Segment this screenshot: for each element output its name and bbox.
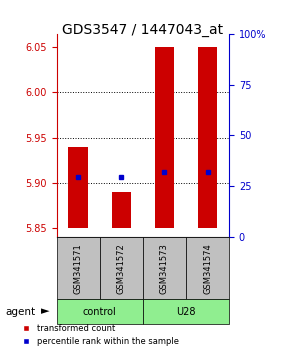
Bar	[198, 47, 217, 228]
Bar	[143, 237, 186, 299]
Text: ►: ►	[41, 307, 49, 316]
Legend: transformed count, percentile rank within the sample: transformed count, percentile rank withi…	[19, 321, 182, 350]
Text: GSM341571: GSM341571	[74, 243, 83, 293]
Bar	[57, 299, 143, 324]
Text: GDS3547 / 1447043_at: GDS3547 / 1447043_at	[61, 23, 223, 37]
Bar	[68, 147, 88, 228]
Bar	[57, 237, 100, 299]
Text: agent: agent	[6, 307, 36, 316]
Text: GSM341572: GSM341572	[117, 243, 126, 293]
Bar	[186, 237, 229, 299]
Bar	[155, 47, 174, 228]
Bar	[100, 237, 143, 299]
Bar	[143, 299, 229, 324]
Bar	[112, 192, 131, 228]
Text: U28: U28	[176, 307, 196, 316]
Text: GSM341574: GSM341574	[203, 243, 212, 293]
Text: control: control	[83, 307, 117, 316]
Text: GSM341573: GSM341573	[160, 243, 169, 293]
